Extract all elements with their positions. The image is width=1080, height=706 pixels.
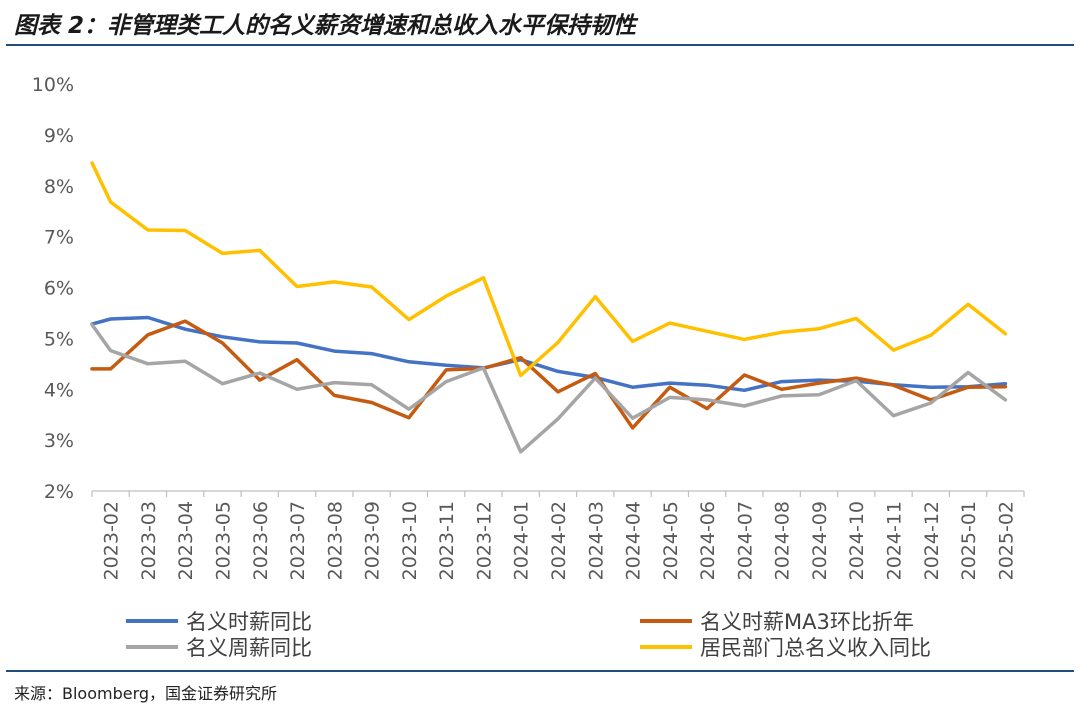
- x-tick-label: 2024-04: [623, 501, 645, 580]
- x-tick-label: 2023-09: [362, 501, 384, 580]
- x-tick-label: 2023-08: [324, 501, 346, 580]
- y-tick-label: 7%: [44, 227, 74, 249]
- x-tick-label: 2024-09: [809, 501, 831, 580]
- series-line-4: [90, 161, 1008, 378]
- x-tick-label: 2024-07: [734, 501, 756, 580]
- x-tick-label: 2023-06: [250, 501, 272, 580]
- series-lines: [90, 161, 1008, 454]
- y-tick-label: 4%: [44, 379, 74, 401]
- y-tick-label: 2%: [44, 481, 74, 503]
- footer-divider: [6, 670, 1074, 672]
- x-tick-label: 2023-02: [101, 501, 123, 580]
- series-line-1: [90, 315, 1008, 393]
- x-tick-label: 2023-07: [287, 501, 309, 580]
- x-axis: 2023-02 2023-03 2023-04 2023-05 2023-06 2023-…: [91, 490, 1025, 580]
- y-tick-label: 8%: [44, 176, 74, 198]
- x-tick-label: 2025-02: [995, 501, 1017, 580]
- x-tick-label: 2023-03: [138, 501, 160, 580]
- x-tick-label: 2023-05: [212, 501, 234, 580]
- x-tick-label: 2024-10: [846, 501, 868, 580]
- y-axis: 2% 3% 4% 5% 6% 7% 8% 9% 10%: [32, 74, 74, 503]
- x-tick-label: 2023-10: [399, 501, 421, 580]
- x-tick-label: 2024-06: [697, 501, 719, 580]
- figure-title: 图表 2：非管理类工人的名义薪资增速和总收入水平保持韧性: [14, 13, 637, 39]
- y-tick-label: 5%: [44, 328, 74, 350]
- x-tick-label: 2024-03: [585, 501, 607, 580]
- legend-label-1: 名义时薪同比: [186, 610, 312, 634]
- x-tick-label: 2024-02: [548, 501, 570, 580]
- x-tick-label: 2024-01: [511, 501, 533, 580]
- x-tick-label: 2024-08: [772, 501, 794, 580]
- series-line-2: [90, 319, 1008, 430]
- series-line-3: [90, 322, 1008, 454]
- x-tick-label: 2023-04: [175, 501, 197, 580]
- y-tick-label: 9%: [44, 125, 74, 147]
- x-tick-label: 2024-05: [660, 501, 682, 580]
- legend-label-2: 名义时薪MA3环比折年: [700, 610, 914, 634]
- y-tick-label: 6%: [44, 278, 74, 300]
- x-tick-label: 2025-01: [958, 501, 980, 580]
- x-tick-label: 2024-12: [921, 501, 943, 580]
- y-tick-label: 3%: [44, 430, 74, 452]
- legend-label-3: 名义周薪同比: [186, 636, 312, 660]
- y-tick-label: 10%: [32, 74, 74, 96]
- legend-label-4: 居民部门总名义收入同比: [700, 636, 931, 660]
- source-note: 来源：Bloomberg，国金证券研究所: [14, 684, 278, 703]
- x-tick-label: 2023-11: [436, 501, 458, 580]
- line-chart: 2%3%4%5%6%7%8%9%10% 2023-02 2023-03 2023-0…: [32, 74, 1025, 660]
- x-tick-label: 2024-11: [884, 501, 906, 580]
- title-divider: [6, 44, 1074, 46]
- x-tick-label: 2023-12: [473, 501, 495, 580]
